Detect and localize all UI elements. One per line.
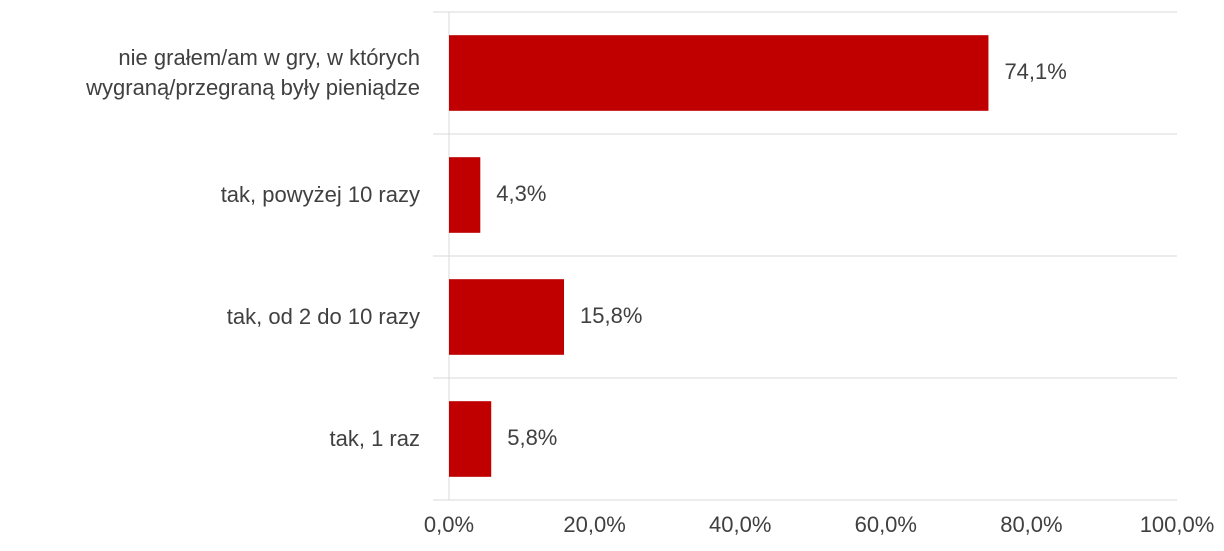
bar [449,157,481,233]
data-label: 4,3% [496,181,546,206]
bar [449,279,565,355]
category-label: tak, powyżej 10 razy [220,182,420,207]
bar [449,35,989,111]
data-label: 74,1% [1004,59,1066,84]
x-tick-label: 40,0% [709,512,771,537]
x-tick-label: 20,0% [563,512,625,537]
x-tick-label: 100,0% [1140,512,1215,537]
bar [449,401,492,477]
category-label: nie grałem/am w gry, w których wygraną/p… [86,45,420,100]
category-label: tak, od 2 do 10 razy [226,304,420,329]
x-tick-label: 80,0% [1000,512,1062,537]
x-tick-label: 60,0% [855,512,917,537]
category-label: tak, 1 raz [329,426,420,451]
data-label: 15,8% [580,303,642,328]
x-tick-label: 0,0% [424,512,474,537]
data-label: 5,8% [507,425,557,450]
